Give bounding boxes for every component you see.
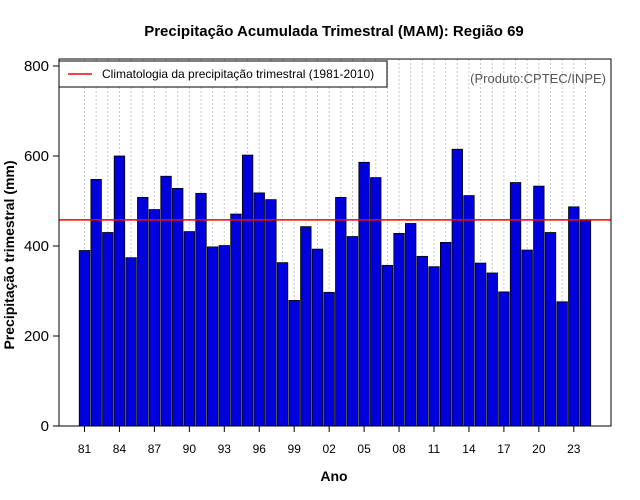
bar-2013 [451,148,463,427]
bar-1987 [148,209,161,427]
x-tick-label: 93 [218,442,232,456]
bar-2002 [323,291,335,427]
y-tick-label: 200 [24,328,49,345]
x-tick-label: 23 [567,442,581,456]
bar-2007 [381,264,394,427]
bar-1991 [195,192,207,427]
x-tick-label: 90 [183,442,197,456]
x-tick-label: 17 [497,442,511,456]
x-axis: 81 84 87 90 93 96 99 02 05 08 11 14 17 20 23 [78,426,581,456]
bar-1984 [113,155,126,427]
x-tick-label: 02 [322,442,336,456]
bar-2020 [533,185,545,427]
x-tick-label: 96 [253,442,267,456]
bar-2005 [358,161,370,427]
x-axis-label: Ano [320,468,347,484]
bar-2021 [544,232,557,427]
plot-frame [58,58,612,427]
bar-1985 [125,257,137,427]
bar-1983 [102,232,114,427]
bar-1990 [183,231,196,427]
x-tick-label: 20 [532,442,546,456]
bar-1994 [230,213,242,427]
bar-2012 [439,241,452,427]
bar-2016 [486,272,498,427]
x-tick-label: 87 [148,442,162,456]
bar-2023 [568,206,580,427]
x-tick-label: 99 [288,442,302,456]
bar-1988 [160,175,172,427]
x-tick-label: 11 [428,442,441,456]
x-tick-label: 84 [113,442,127,456]
bar-1997 [265,199,277,427]
bar-2000 [300,226,312,427]
bar-1993 [218,245,230,427]
bar-1981 [78,250,91,427]
bar-1982 [90,178,102,427]
bar-2022 [556,301,568,427]
bar-1996 [253,192,265,427]
bar-2006 [370,177,382,427]
bar-2004 [346,236,359,427]
x-tick-label: 81 [78,442,92,456]
bar-2001 [311,248,324,427]
bar-1998 [276,262,289,427]
bar-1986 [137,196,149,427]
bars-group [78,148,592,427]
legend-label: Climatologia da precipitação trimestral … [102,67,374,81]
bar-1999 [288,300,300,427]
bar-2011 [428,266,440,427]
bar-2014 [463,195,475,427]
bar-2003 [335,196,347,427]
y-axis: 0 200 400 600 800 [24,58,59,435]
y-tick-label: 400 [24,238,49,255]
bar-2019 [521,249,533,427]
x-tick-label: 05 [357,442,371,456]
legend-box [58,60,388,88]
x-tick-label: 14 [462,442,476,456]
bar-2015 [474,262,487,427]
y-tick-label: 0 [41,418,49,435]
chart-title: Precipitação Acumulada Trimestral (MAM):… [144,23,524,40]
bar-2008 [393,232,405,427]
bar-1989 [172,187,184,427]
bar-1992 [206,246,219,427]
bar-2010 [416,255,429,427]
bar-2009 [405,223,417,427]
bar-2017 [498,291,510,427]
y-tick-label: 800 [24,58,49,75]
y-tick-label: 600 [24,148,49,165]
legend: Climatologia da precipitação trimestral … [58,60,388,88]
bar-2024 [579,219,592,427]
x-tick-label: 08 [392,442,406,456]
source-note: (Produto:CPTEC/INPE) [470,71,606,86]
y-axis-label: Precipitação trimestral (mm) [1,160,17,349]
bar-2018 [509,182,522,427]
bar-1995 [241,154,254,427]
